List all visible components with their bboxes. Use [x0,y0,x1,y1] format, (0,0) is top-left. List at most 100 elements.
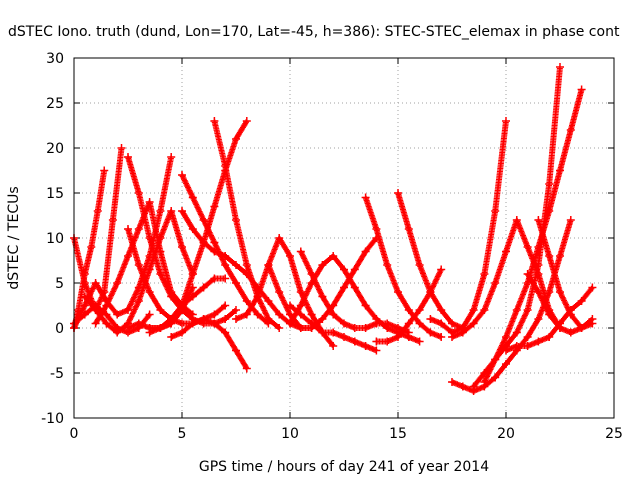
data-point [210,202,219,211]
data-point [318,315,327,323]
data-point [221,315,230,323]
data-point [124,306,132,314]
data-point [394,333,402,341]
data-point [404,225,413,233]
data-point [448,333,456,341]
data-point [502,333,510,341]
data-point [156,270,165,278]
data-point [502,247,510,256]
data-point [577,297,586,305]
data-point [415,306,424,314]
x-tick-label: 0 [70,426,79,442]
data-point [134,297,143,305]
y-tick-label: 15 [46,186,64,202]
data-point [458,382,467,391]
data-point [156,247,165,256]
x-tick-label: 25 [605,426,623,442]
y-axis-label: dSTEC / TECUs [6,186,22,289]
data-series [167,315,251,373]
data-point [275,234,284,242]
data-point [124,225,132,233]
data-point [286,301,294,310]
data-point [394,288,402,296]
data-point [469,306,478,314]
data-point [221,274,230,283]
data-point [329,310,338,319]
data-point [87,243,96,251]
plot-frame [73,57,615,419]
data-point [108,216,117,224]
data-point [340,265,348,274]
data-point [167,207,176,215]
data-point [93,207,102,215]
x-tick-label: 10 [281,426,299,442]
data-point [80,292,89,301]
data-point [502,346,510,355]
data-point [210,310,219,319]
data-point [491,207,500,215]
data-point [469,382,478,391]
data-point [318,261,327,269]
data-series [286,301,381,355]
data-point [253,310,262,319]
data-point [232,306,240,314]
data-point [188,225,197,233]
data-point [372,337,381,346]
y-tick-label: 5 [55,276,64,292]
data-point [113,310,122,319]
data-point [566,328,575,337]
data-point [556,63,564,71]
data-point [566,310,575,319]
data-point [588,319,597,328]
data-point [145,328,154,337]
data-point [232,261,240,269]
data-point [188,319,197,328]
data-point [426,328,435,337]
y-tick-label: 25 [46,96,64,112]
data-point [134,189,143,197]
data-point [556,166,564,175]
data-point [178,207,186,215]
data-point [156,306,165,314]
data-point [178,328,186,337]
data-point [469,319,478,328]
data-series [232,234,338,350]
data-point [210,117,219,125]
data-point [210,274,219,283]
data-point [167,315,176,323]
data-point [512,342,521,350]
data-point [145,265,154,274]
data-point [145,288,154,296]
data-point [329,342,338,350]
data-point [372,346,381,355]
data-point [350,265,359,274]
data-point [242,117,251,125]
data-point [534,288,543,296]
data-point [221,252,230,260]
data-series [372,265,446,346]
data-point [545,252,554,260]
data-point [296,324,305,332]
data-point [275,310,284,319]
data-point [221,301,230,310]
data-point [404,306,413,314]
data-point [372,225,381,233]
data-point [232,135,240,143]
data-point [415,319,424,328]
data-point [566,126,575,134]
data-point [491,279,500,287]
data-point [242,297,251,305]
data-point [178,319,186,328]
data-point [113,279,122,287]
data-point [556,252,564,260]
data-point [340,333,348,341]
data-point [415,261,424,269]
chart-title: dSTEC Iono. truth (dund, Lon=170, Lat=-4… [8,24,620,40]
data-point [448,378,456,386]
data-point [534,315,543,323]
data-point [221,328,230,337]
data-point [577,85,586,94]
data-point [296,288,305,296]
data-point [556,288,564,296]
